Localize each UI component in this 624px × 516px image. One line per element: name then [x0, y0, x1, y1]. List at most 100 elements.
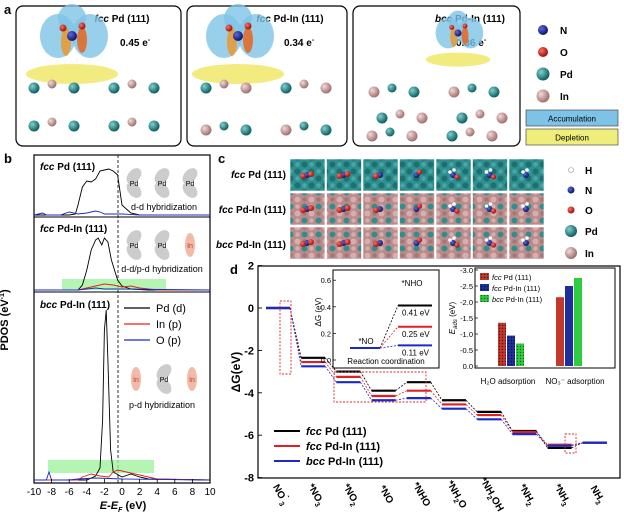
- adsorbate-o: [373, 241, 379, 247]
- panel-d-label: d: [230, 262, 238, 277]
- adsorbate-h: [484, 238, 489, 242]
- pdos-tick-label: 2: [137, 487, 143, 498]
- adsorbate-o: [416, 169, 423, 175]
- eads-legend-sw-3: [480, 295, 489, 302]
- svg-text:E-EF (eV): E-EF (eV): [100, 500, 147, 514]
- pdos-fcc-pd-o: [33, 210, 210, 216]
- charge-density-box-3: bcc Pd-In (111) 0.36 e-: [352, 5, 521, 147]
- eads-tick-label: -0.5: [460, 346, 473, 355]
- fe-step-label: NO-3: [268, 481, 293, 508]
- fe-connector: [430, 390, 443, 405]
- adsorbate-h: [448, 170, 452, 174]
- eads-legend-sw-1: [480, 273, 489, 280]
- fe-connector: [360, 371, 372, 391]
- eads-legend: fcc Pd (111) fcc Pd-In (111) bcc Pd-In (…: [480, 273, 543, 304]
- overlap-band-3: [48, 460, 154, 473]
- fe-connector: [430, 381, 443, 401]
- pd-atom: [148, 82, 160, 94]
- config-row-3-title: Pd-In (111): [233, 240, 286, 251]
- adsorbate-h: [525, 168, 529, 172]
- fe-connector: [465, 399, 478, 413]
- c-legend-in: In: [585, 249, 594, 260]
- orb-3-right: In: [189, 377, 195, 384]
- adsorbate-o: [416, 237, 423, 243]
- adsorbate-o: [300, 207, 306, 213]
- substrate-atom: [47, 117, 57, 127]
- depletion-lobe: [192, 64, 284, 84]
- pd-atom: [68, 120, 80, 132]
- pd-atom: [446, 130, 458, 142]
- fe-step-label: NH3: [586, 484, 606, 506]
- fe-connector: [536, 433, 548, 447]
- depletion-lobe: [26, 64, 118, 84]
- eads-tick-label: -2.5: [460, 282, 473, 291]
- substrate-atom: [395, 109, 405, 119]
- fe-connector: [500, 411, 513, 432]
- svg-text:fcc Pd-In (111): fcc Pd-In (111): [40, 224, 107, 235]
- svg-text:fcc Pd (111): fcc Pd (111): [492, 273, 532, 282]
- box-1-phase: fcc: [94, 14, 109, 25]
- in-atom: [366, 130, 378, 142]
- fe-tick-label: 2: [248, 261, 254, 273]
- fe-connector: [395, 397, 407, 401]
- oxygen-atom: [462, 23, 468, 29]
- box-1-charge-sup: -: [148, 37, 151, 44]
- rds-connector: [379, 344, 399, 349]
- eads-inset-frame: [474, 267, 616, 369]
- oxygen-atom: [244, 22, 252, 30]
- fe-levels: [266, 306, 607, 450]
- orb-1-left: Pd: [130, 181, 139, 188]
- rds-connector: [379, 305, 399, 349]
- rds-tick-label: 0.2: [321, 329, 331, 338]
- eads-ylabel-sub: ads: [453, 319, 459, 329]
- svg-text:0.45 e-: 0.45 e-: [120, 37, 151, 49]
- eads-ylabel-end: (eV): [448, 301, 457, 319]
- c-legend-in-dot: [565, 247, 577, 259]
- in-atom: [200, 124, 212, 136]
- fe-connector: [360, 381, 372, 401]
- fe-step-label: *NO2: [338, 482, 361, 508]
- adsorbate-h: [525, 236, 529, 240]
- eads-legend-1-phase: fcc: [492, 273, 502, 282]
- panel-a-label: a: [4, 2, 12, 17]
- substrate-atom: [219, 79, 229, 89]
- panel-a-legend: N O Pd In Accumulation Depletion: [525, 25, 619, 146]
- adsorbate-h: [525, 202, 529, 206]
- fe-connector: [324, 361, 337, 378]
- pdos-tick-label: -6: [65, 487, 74, 498]
- fe-step-label: *NH2OH: [476, 476, 506, 515]
- fe-connector: [571, 442, 583, 447]
- adsorbate-o: [336, 173, 343, 179]
- orb-1-right: Pd: [186, 181, 195, 188]
- pdos-frame: [33, 154, 211, 484]
- svg-text:fcc Pd-In (111): fcc Pd-In (111): [306, 441, 380, 453]
- substrate-atom: [467, 83, 477, 93]
- pdos-bcc-pdin-in: [34, 469, 211, 481]
- box-2-charge-sup: -: [312, 37, 315, 44]
- config-row-1-phase: fcc: [231, 170, 246, 181]
- depletion-swatch: [525, 128, 619, 146]
- pdos-sub-3-title: Pd-In (111): [57, 300, 110, 311]
- eads-xlabel-1: H₂O adsorption: [481, 377, 536, 386]
- eads-bar: [507, 335, 515, 366]
- orb-2-mid: Pd: [158, 243, 167, 250]
- box-1-charge: 0.45 e: [120, 38, 148, 49]
- adsorbate-o: [344, 171, 351, 177]
- in-atom: [320, 82, 332, 94]
- eads-legend-2-phase: fcc: [492, 284, 502, 293]
- c-legend-pd: Pd: [585, 227, 598, 238]
- svg-text:bcc Pd-In (111): bcc Pd-In (111): [306, 456, 383, 468]
- adsorbate-h: [488, 168, 493, 172]
- accumulation-swatch: [525, 109, 619, 127]
- adsorbate-h: [521, 238, 525, 242]
- adsorbate-h: [452, 236, 456, 240]
- pd-atom: [320, 124, 332, 136]
- oxygen-atom: [59, 24, 67, 32]
- pdos-xlabel-sub: F: [118, 507, 123, 514]
- in-atom: [416, 112, 428, 124]
- adsorbate-o: [300, 173, 306, 179]
- pd-atom: [376, 112, 388, 124]
- charge-cloud-2: [192, 4, 284, 84]
- fe-connector: [360, 376, 372, 397]
